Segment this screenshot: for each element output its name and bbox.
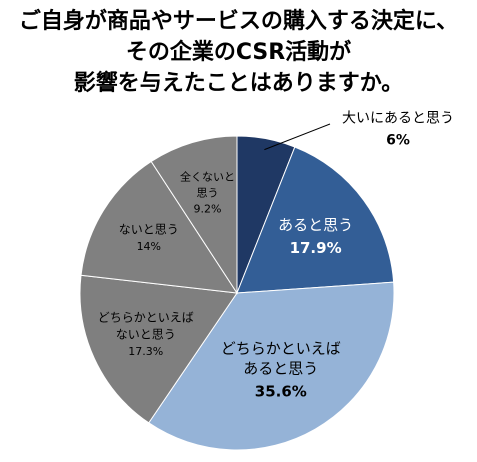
pie-slice-3 [148, 281, 395, 451]
chart-title: ご自身が商品やサービスの購入する決定に、 その企業のCSR活動が 影響を与えたこ… [0, 6, 477, 99]
chart-title-line-1: ご自身が商品やサービスの購入する決定に、 [18, 9, 459, 34]
chart-title-line-3: 影響を与えたことはありますか。 [73, 71, 404, 96]
slice-4-label-line-2: ないと思う [116, 327, 176, 341]
slice-3-label-line-1: どちらかといえば [221, 340, 341, 358]
slice-6-label-line-2: 思う [197, 187, 219, 200]
slice-6-label-line-1: 全くないと [180, 170, 235, 184]
slice-5-label-line-1: ないと思う [119, 223, 179, 237]
pie-slices [79, 135, 395, 451]
slice-1-label-line-1: 大いにあると思う [342, 111, 454, 127]
slice-4-label-line-1: どちらかといえば [98, 310, 194, 324]
leader-line-1 [264, 123, 331, 151]
slice-6-value-label: 9.2% [194, 203, 222, 216]
chart-title-line-2: その企業のCSR活動が [125, 40, 352, 65]
slice-2-label-line-1: あると思う [278, 216, 353, 234]
slice-5-value-label: 14% [137, 240, 161, 253]
slice-3-label-line-2: あると思う [243, 360, 318, 378]
slice-4-value-label: 17.3% [128, 345, 163, 358]
slice-2-value-label: 17.9% [290, 239, 342, 257]
pie-labels: 大いにあると思う6%あると思う17.9%どちらかといえばあると思う35.6%どち… [98, 111, 454, 401]
pie-slice-2 [236, 146, 395, 294]
pie-slice-5 [80, 160, 238, 294]
slice-1-value-label: 6% [386, 133, 410, 149]
slice-3-value-label: 35.6% [255, 383, 307, 401]
pie-slice-4 [79, 274, 238, 424]
pie-slice-6 [150, 135, 238, 295]
